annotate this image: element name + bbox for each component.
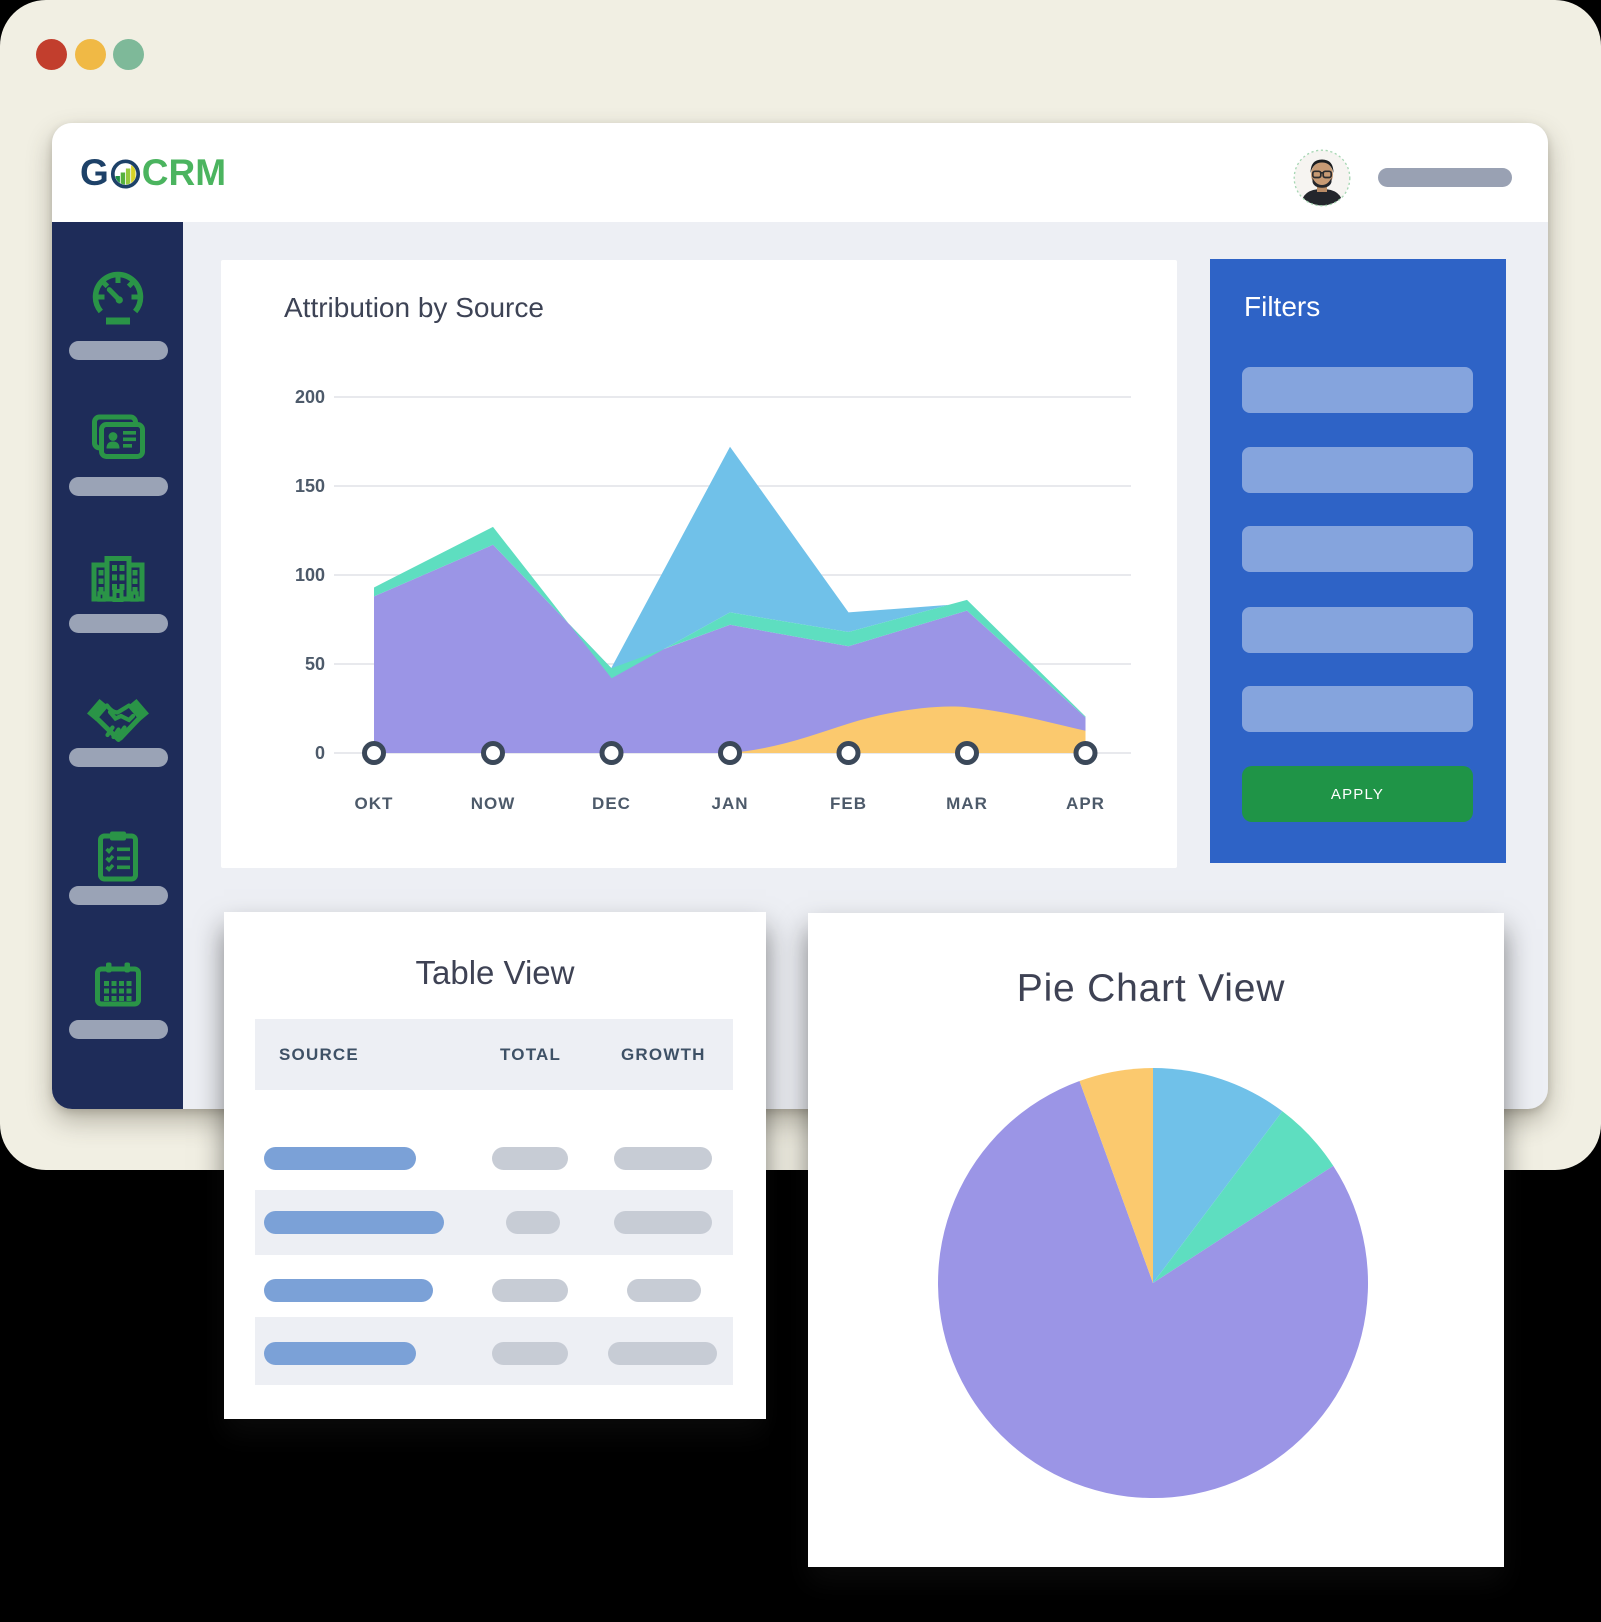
svg-text:Attribution by Source: Attribution by Source bbox=[284, 292, 544, 323]
svg-text:OKT: OKT bbox=[355, 794, 394, 813]
svg-text:FEB: FEB bbox=[830, 794, 867, 813]
svg-text:DEC: DEC bbox=[592, 794, 631, 813]
svg-text:50: 50 bbox=[305, 654, 325, 674]
svg-text:0: 0 bbox=[315, 743, 325, 763]
svg-text:JAN: JAN bbox=[711, 794, 748, 813]
svg-text:150: 150 bbox=[295, 476, 325, 496]
svg-text:MAR: MAR bbox=[946, 794, 988, 813]
svg-text:APR: APR bbox=[1066, 794, 1105, 813]
svg-text:200: 200 bbox=[295, 387, 325, 407]
svg-text:NOW: NOW bbox=[471, 794, 516, 813]
svg-text:100: 100 bbox=[295, 565, 325, 585]
